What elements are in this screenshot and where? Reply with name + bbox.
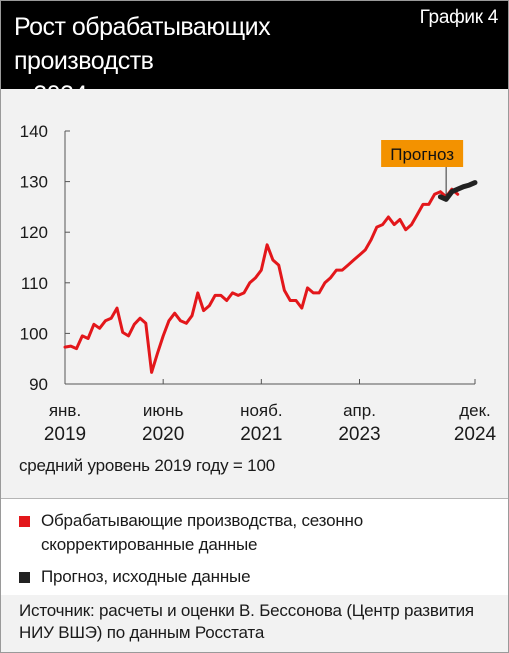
x-tick-label-year: 2019 — [44, 424, 86, 445]
x-tick-label-year: 2020 — [142, 424, 184, 445]
source-panel: Источник: расчеты и оценки В. Бессонова … — [1, 595, 508, 652]
x-tick-label-year: 2024 — [454, 424, 497, 445]
legend-label-actual: Обрабатывающие производства, сезонно ско… — [41, 511, 363, 554]
legend-swatch-forecast — [19, 572, 30, 583]
source-note: Источник: расчеты и оценки В. Бессонова … — [19, 601, 474, 642]
y-tick-label: 140 — [20, 122, 48, 141]
chart-panel: 90 100 110 120 130 140 янв. 2019 июнь 2020 нояб. 20… — [1, 89, 508, 498]
line-chart: 90 100 110 120 130 140 янв. 2019 июнь 2020 нояб. 20… — [20, 122, 497, 445]
figure-number: График 4 — [419, 7, 499, 28]
y-tick-label: 130 — [20, 173, 48, 192]
series-line-actual — [63, 187, 460, 374]
y-tick-label: 90 — [29, 375, 48, 394]
x-tick-label-month: дек. — [459, 401, 491, 420]
chart-header: Рост обрабатывающих производств в 2024 г… — [1, 1, 508, 109]
y-tick-label: 110 — [21, 274, 48, 293]
forecast-callout-label: Прогноз — [390, 145, 454, 164]
x-tick-label-month: июнь — [143, 401, 184, 420]
series-line-forecast — [437, 180, 478, 202]
x-tick-label-month: янв. — [49, 401, 81, 420]
x-tick-label-month: нояб. — [240, 401, 283, 420]
legend: Обрабатывающие производства, сезонно ско… — [1, 498, 508, 596]
legend-label-forecast: Прогноз, исходные данные — [41, 567, 251, 586]
x-tick-label-year: 2021 — [240, 424, 282, 445]
chart-title-line-1: Рост обрабатывающих производств — [14, 13, 271, 75]
x-tick-label-month: апр. — [343, 401, 376, 420]
legend-swatch-actual — [19, 516, 30, 527]
y-tick-label: 100 — [20, 324, 48, 343]
forecast-callout-box — [381, 140, 464, 167]
y-tick-label: 120 — [20, 223, 48, 242]
x-tick-label-year: 2023 — [338, 424, 380, 445]
chart-note: средний уровень 2019 году = 100 — [19, 456, 275, 475]
